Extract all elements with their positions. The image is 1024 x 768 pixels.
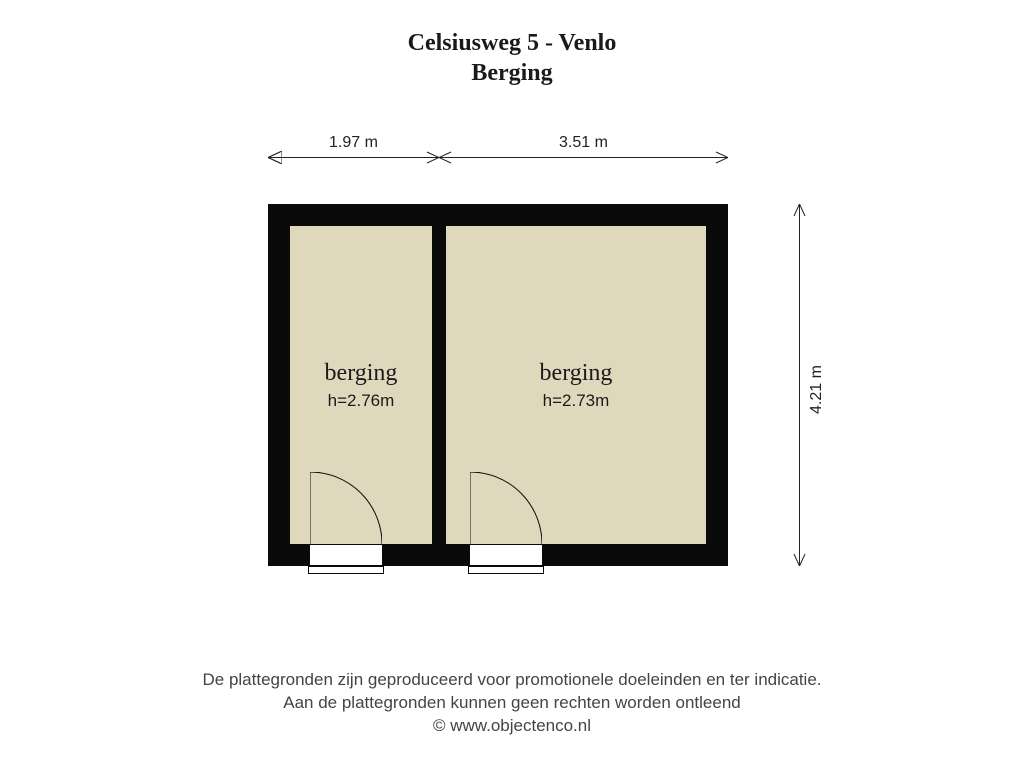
- floorplan: berging h=2.76m berging h=2.73m 1.97 m 3…: [0, 0, 1024, 768]
- dim-top-2-label: 3.51 m: [530, 134, 637, 152]
- dim-top-2-arrow-r: [714, 151, 728, 164]
- room-2-height: h=2.73m: [446, 391, 706, 411]
- room-1-height: h=2.76m: [290, 391, 432, 411]
- dim-top-2-arrow-l: [439, 151, 453, 164]
- dim-right-arrow-b: [793, 552, 806, 566]
- footer-line-3: © www.objectenco.nl: [0, 715, 1024, 738]
- dim-right-label: 4.21 m: [808, 350, 826, 430]
- door-1-step: [308, 566, 384, 574]
- dim-right-line: [799, 204, 800, 566]
- door-2-opening: [470, 544, 542, 566]
- footer: De plattegronden zijn geproduceerd voor …: [0, 669, 1024, 738]
- dim-right-arrow-t: [793, 204, 806, 218]
- dim-top-1-arrow-l: [268, 151, 282, 164]
- dim-top-1-line: [268, 157, 439, 158]
- door-2-swing: [470, 472, 542, 544]
- door-1-swing: [310, 472, 382, 544]
- room-2-label: berging h=2.73m: [446, 360, 706, 411]
- door-1-opening: [310, 544, 382, 566]
- door-2-step: [468, 566, 544, 574]
- dim-top-1-label: 1.97 m: [300, 134, 407, 152]
- footer-line-2: Aan de plattegronden kunnen geen rechten…: [0, 692, 1024, 715]
- footer-line-1: De plattegronden zijn geproduceerd voor …: [0, 669, 1024, 692]
- dim-top-2-line: [439, 157, 728, 158]
- room-2-name: berging: [446, 360, 706, 387]
- room-1-name: berging: [290, 360, 432, 387]
- dim-top-1-arrow-r: [425, 151, 439, 164]
- room-1-label: berging h=2.76m: [290, 360, 432, 411]
